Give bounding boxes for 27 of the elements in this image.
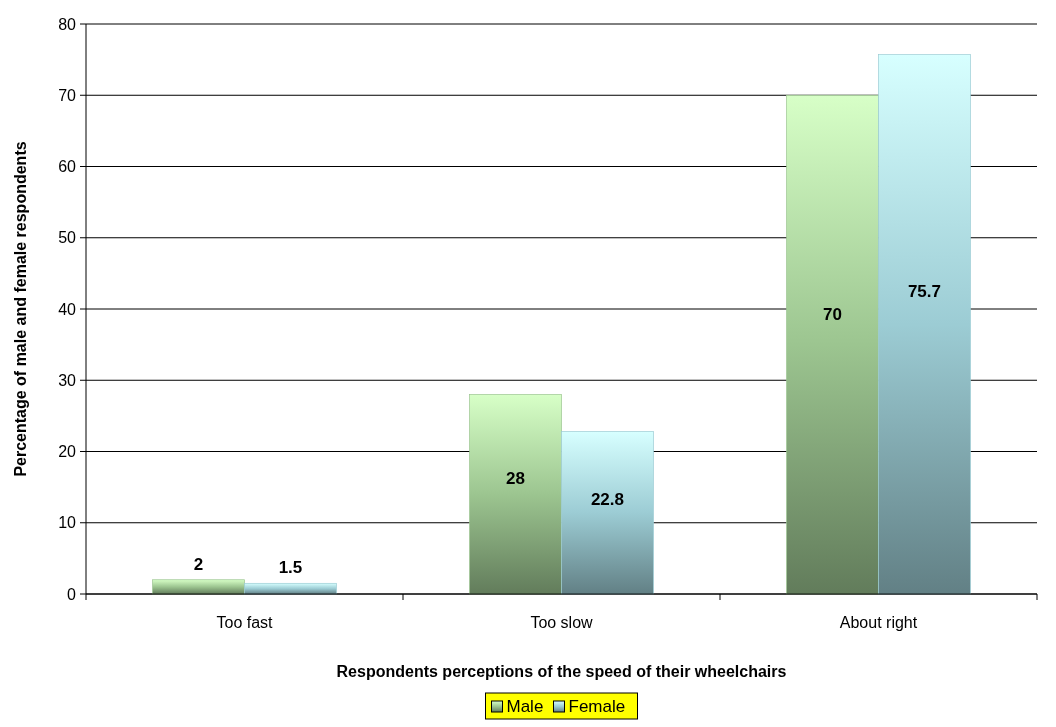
- y-tick-label: 80: [58, 15, 77, 33]
- legend-label: Male: [506, 696, 544, 716]
- x-tick-label: About right: [839, 614, 918, 631]
- bar: [561, 431, 654, 595]
- bar: [152, 579, 245, 595]
- data-label: 28: [506, 469, 525, 489]
- y-tick-label: 20: [58, 443, 77, 461]
- y-tick-label: 0: [67, 585, 77, 603]
- data-label: 75.7: [907, 282, 942, 302]
- bar: [786, 94, 879, 595]
- x-tick-label: Too fast: [216, 614, 274, 631]
- data-label: 22.8: [590, 489, 625, 509]
- legend-label: Female: [568, 696, 626, 716]
- bar: [469, 394, 562, 595]
- bar: [878, 54, 971, 595]
- x-tick-label: Too slow: [530, 614, 594, 631]
- y-tick-label: 70: [58, 86, 77, 104]
- data-label: 2: [193, 554, 204, 574]
- y-tick-label: 10: [58, 514, 77, 532]
- y-tick-label: 60: [58, 158, 77, 176]
- data-label: 1.5: [278, 558, 303, 578]
- y-axis-title: Percentage of male and female respondents: [12, 141, 29, 477]
- data-label: 70: [823, 304, 842, 324]
- x-axis-title: Respondents perceptions of the speed of their wheelchairs: [336, 663, 787, 680]
- y-tick-label: 30: [58, 371, 77, 389]
- y-tick-label: 40: [58, 300, 77, 318]
- y-tick-label: 50: [58, 229, 77, 247]
